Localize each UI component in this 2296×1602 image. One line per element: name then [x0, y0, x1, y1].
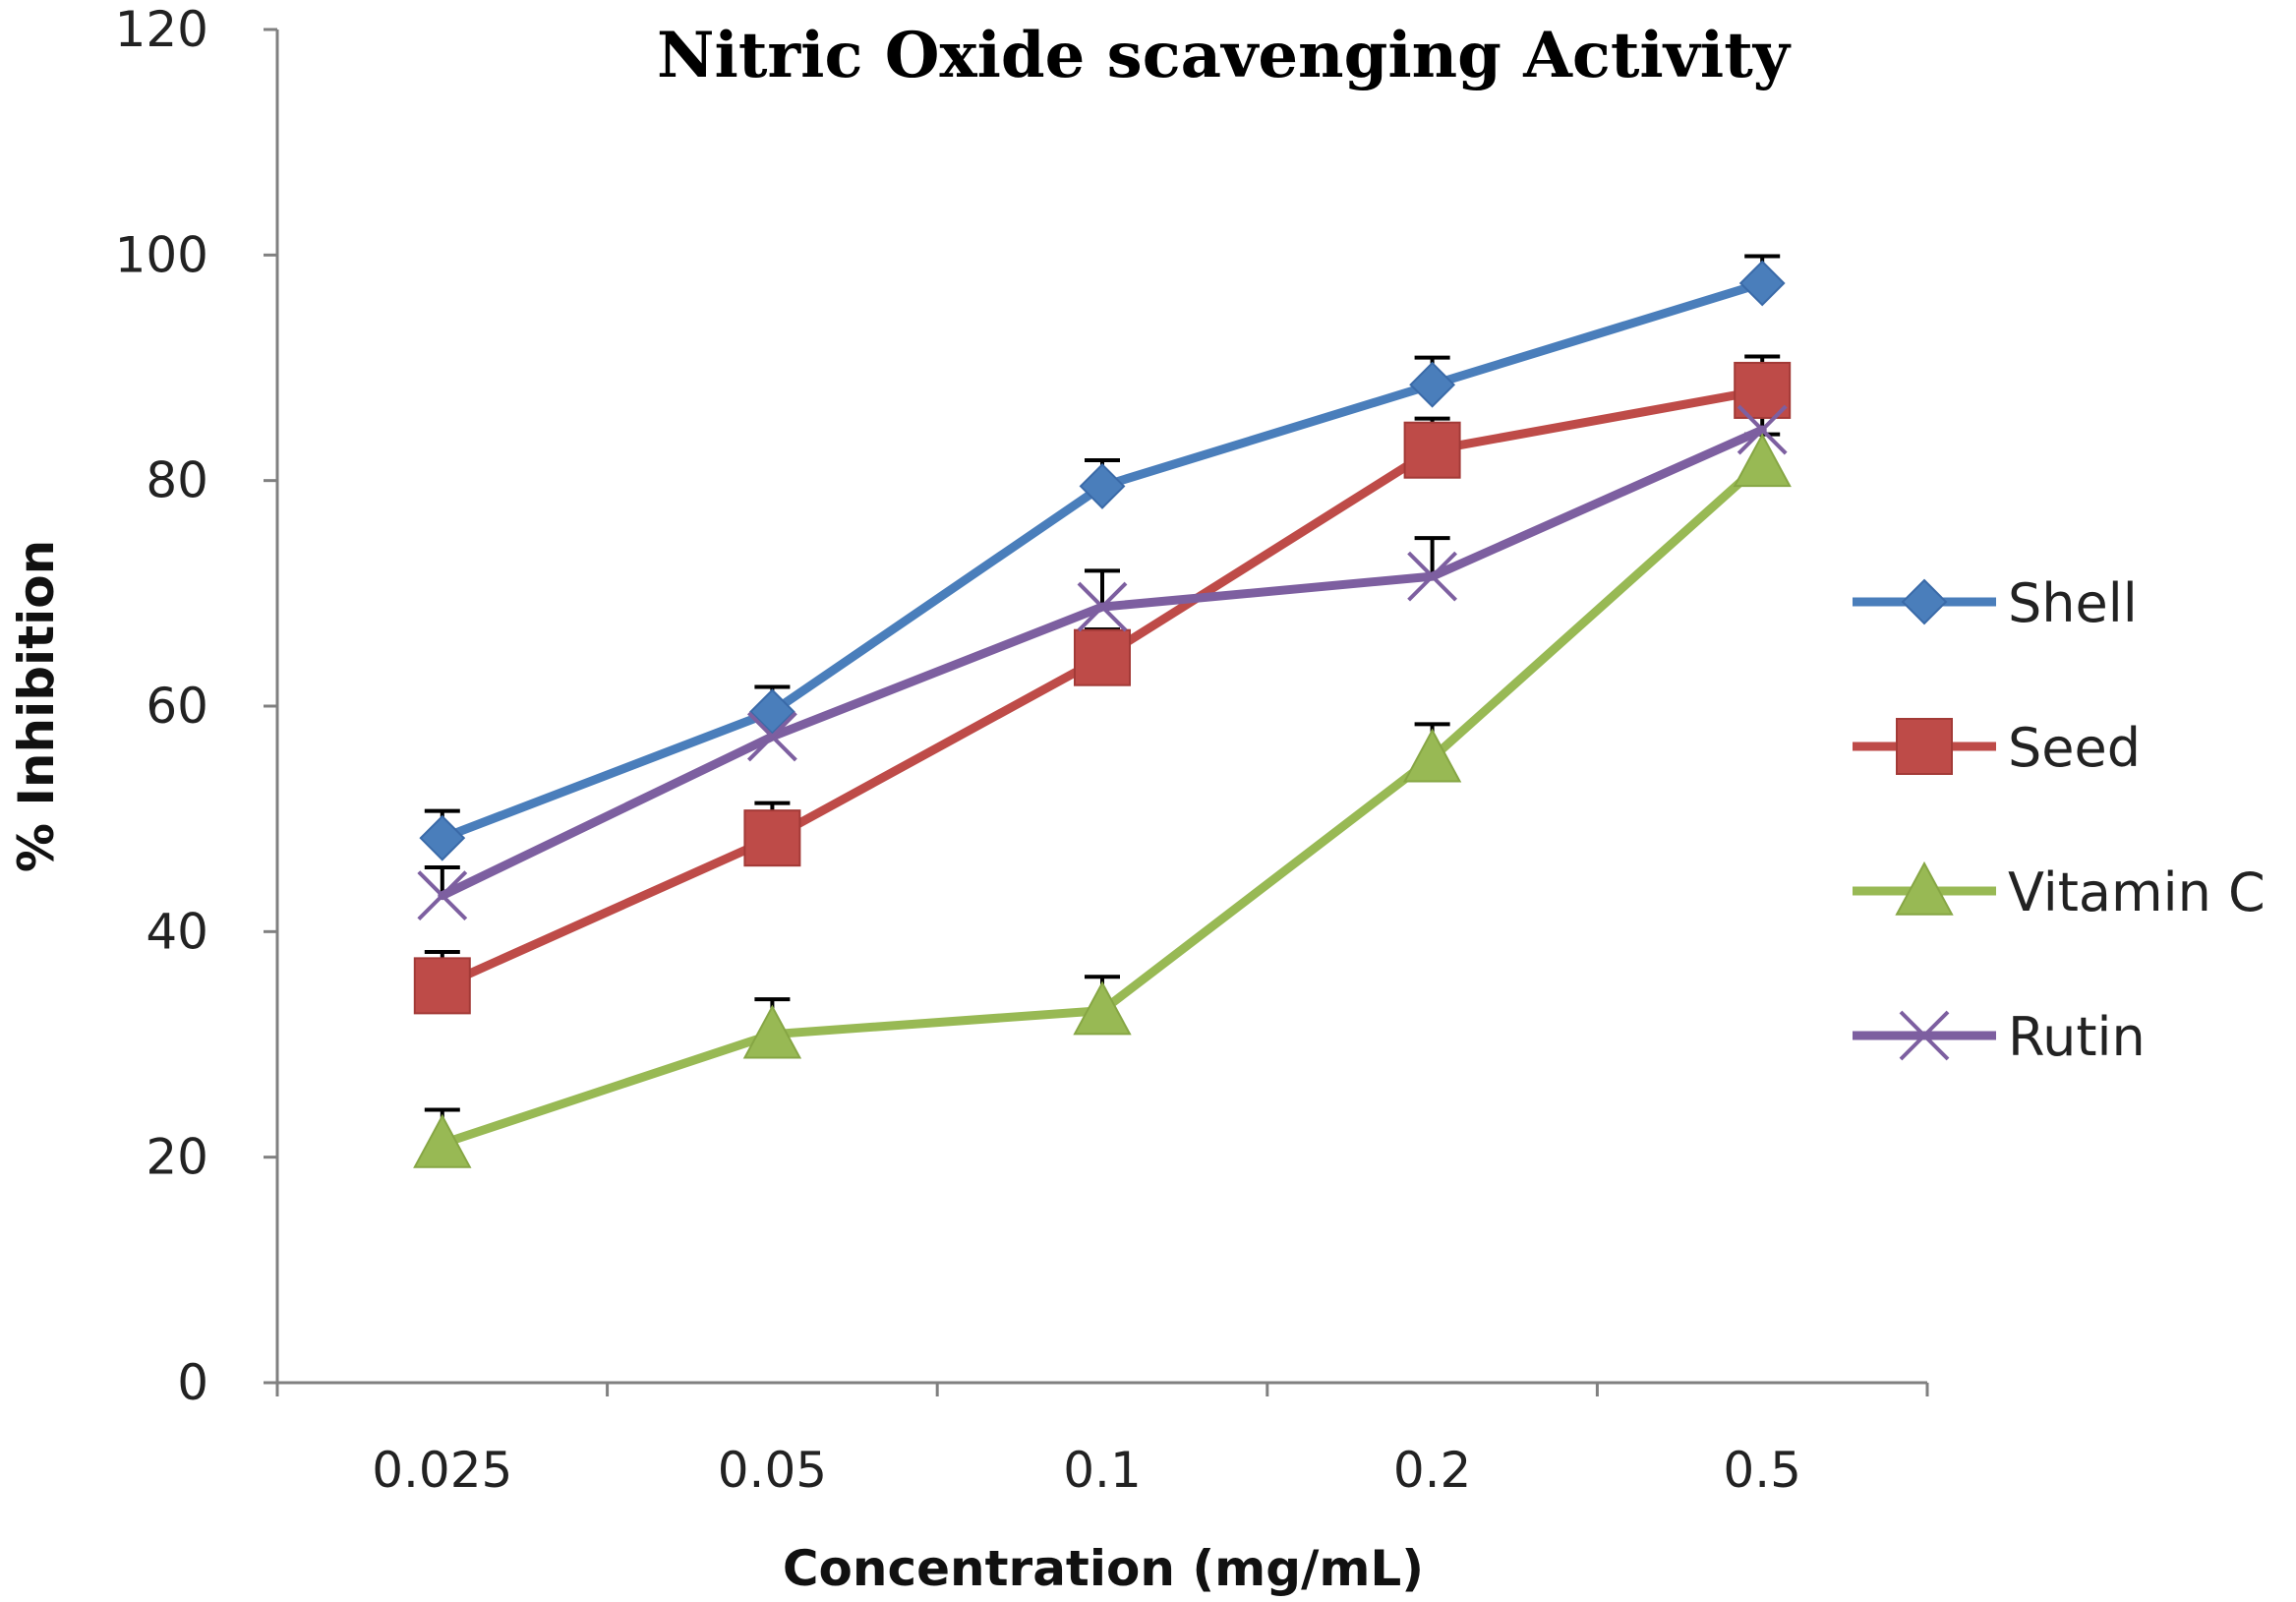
data-point-vitamin-c	[413, 1113, 472, 1168]
data-point-seed	[743, 809, 801, 867]
data-point-rutin	[1077, 581, 1128, 632]
y-tick-label: 60	[146, 678, 208, 735]
legend-item-seed: Seed	[1853, 717, 2141, 779]
x-marker-stroke	[1899, 1010, 1950, 1061]
legend-marker	[1899, 1010, 1950, 1061]
legend-label: Shell	[2008, 572, 2138, 634]
data-point-vitamin-c	[1733, 433, 1792, 488]
data-point-vitamin-c	[1073, 980, 1132, 1036]
data-point-shell	[748, 688, 795, 736]
data-point-seed	[413, 957, 471, 1015]
x-marker-stroke	[1077, 581, 1128, 632]
y-axis-ticks: 0 20 40 60 80 100 120	[115, 1, 277, 1411]
x-marker-stroke	[417, 870, 468, 921]
data-point-shell	[419, 814, 466, 861]
x-axis-label: Concentration (mg/mL)	[783, 1540, 1424, 1597]
y-tick-label: 20	[146, 1129, 208, 1186]
data-point-rutin	[417, 870, 468, 921]
x-tick-label: 0.025	[372, 1442, 512, 1499]
y-tick-label: 80	[146, 452, 208, 509]
y-tick-label: 0	[177, 1354, 208, 1411]
legend-label: Rutin	[2008, 1006, 2146, 1068]
y-tick-label: 120	[115, 1, 208, 58]
legend-item-shell: Shell	[1853, 572, 2138, 634]
legend-label: Seed	[2008, 717, 2141, 779]
data-point-shell	[1079, 462, 1126, 509]
data-point-seed	[1403, 421, 1461, 479]
data-point-shell	[1409, 361, 1456, 408]
legend-marker	[1896, 718, 1953, 775]
y-tick-label: 100	[115, 226, 208, 283]
series-layer	[413, 254, 1792, 1168]
x-tick-label: 0.5	[1723, 1442, 1801, 1499]
series-line-shell	[438, 278, 1767, 843]
x-tick-label: 0.2	[1393, 1442, 1472, 1499]
data-point-vitamin-c	[742, 1004, 802, 1059]
x-tick-label: 0.05	[718, 1442, 827, 1499]
x-marker-stroke	[1737, 404, 1788, 455]
data-point-seed	[1074, 628, 1131, 686]
x-tick-label: 0.1	[1063, 1442, 1142, 1499]
legend-label: Vitamin C	[2008, 861, 2266, 923]
data-point-vitamin-c	[1402, 728, 1462, 783]
legend-item-vitamin-c: Vitamin C	[1853, 860, 2266, 923]
x-marker-stroke	[746, 711, 797, 762]
chart-title: Nitric Oxide scavenging Activity	[657, 19, 1792, 92]
legend: Shell Seed Vitamin C Rutin	[1853, 572, 2266, 1068]
y-axis-label: % Inhibition	[8, 540, 65, 872]
data-point-rutin	[1407, 551, 1458, 602]
legend-item-rutin: Rutin	[1853, 1006, 2146, 1068]
legend-marker	[1901, 578, 1948, 625]
axes	[275, 30, 1927, 1385]
x-axis-ticks: 0.025 0.05 0.1 0.2 0.5	[275, 1383, 1929, 1499]
series-markers-shell	[419, 260, 1786, 861]
series-markers-vitamin-c	[413, 433, 1792, 1168]
y-tick-label: 40	[146, 903, 208, 960]
legend-marker	[1895, 860, 1954, 916]
error-bars-vitamin-c	[424, 432, 1781, 1144]
data-point-rutin	[746, 711, 797, 762]
series-markers-rutin	[417, 404, 1788, 921]
data-point-rutin	[1737, 404, 1788, 455]
x-marker-stroke	[1407, 551, 1458, 602]
data-point-shell	[1738, 260, 1786, 307]
